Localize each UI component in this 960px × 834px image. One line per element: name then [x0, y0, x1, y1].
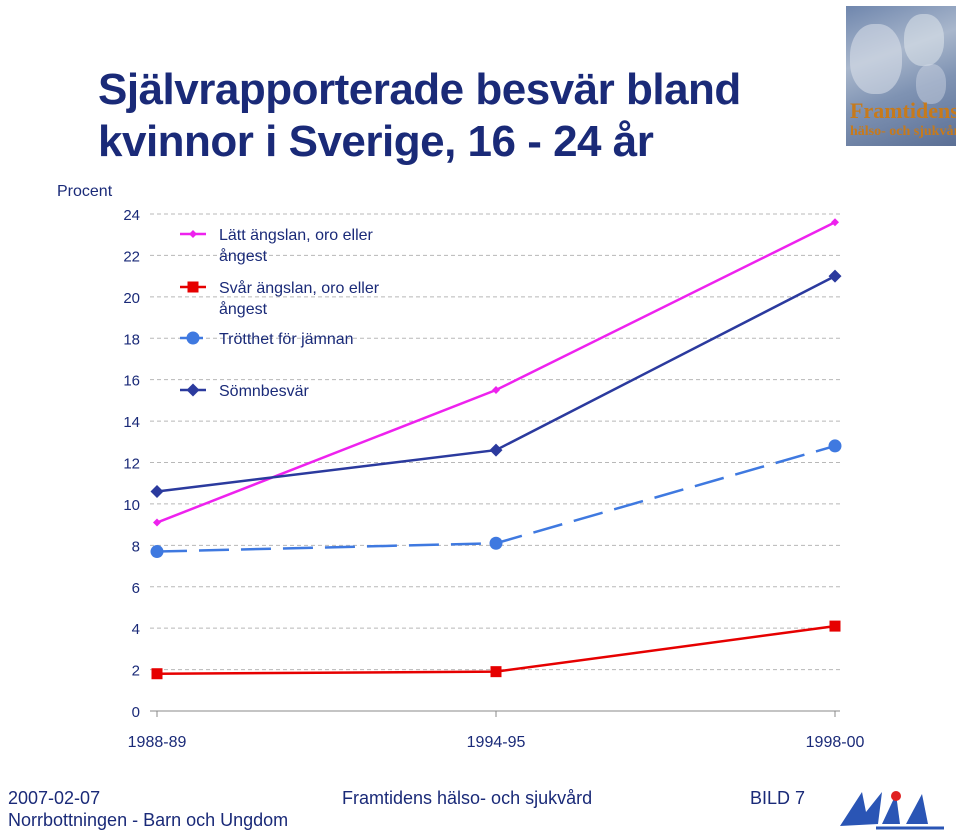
y-tick-label: 20	[123, 290, 140, 307]
title-line-1: Självrapporterade besvär bland	[98, 65, 741, 114]
data-point	[492, 386, 500, 395]
framtidens-logo-image: Framtidens hälso- och sjukvård	[846, 6, 956, 146]
footer-center: Framtidens hälso- och sjukvård	[342, 788, 593, 808]
y-tick-label: 4	[132, 621, 140, 638]
y-tick-label: 16	[123, 373, 140, 390]
data-point	[828, 439, 842, 453]
y-tick-label: 18	[123, 331, 140, 348]
x-tick-label: 1988-89	[128, 734, 187, 751]
series-group	[150, 269, 842, 498]
series-line	[156, 221, 836, 524]
y-tick-label: 12	[123, 456, 140, 473]
series-group	[150, 439, 842, 559]
legend-swatch-marker	[189, 230, 197, 238]
legend-label: ångest	[219, 247, 268, 265]
y-axis-label: Procent	[57, 183, 113, 200]
data-point	[150, 484, 164, 498]
legend-label: Trötthet för jämnan	[219, 331, 354, 348]
x-axis-ticks: 1988-89 1994-95 1998-00	[128, 711, 865, 751]
data-point	[490, 666, 502, 678]
data-point	[831, 218, 839, 227]
photo-face-shape	[850, 24, 902, 94]
nll-logo-icon	[840, 791, 944, 830]
footer-slide-number: BILD 7	[750, 788, 806, 808]
photo-face-shape	[916, 64, 946, 104]
y-tick-label: 24	[123, 207, 140, 224]
nll-logo-dot	[891, 791, 901, 801]
nll-logo-swoosh	[906, 794, 928, 824]
data-point	[829, 620, 841, 632]
data-point	[150, 545, 164, 559]
data-point	[153, 518, 161, 527]
data-point	[828, 269, 842, 283]
logo-brand-subtitle: hälso- och sjukvård	[850, 124, 956, 139]
photo-face-shape	[904, 14, 944, 66]
legend-label: Svår ängslan, oro eller	[219, 279, 380, 297]
data-point	[489, 443, 503, 457]
legend-swatch-marker	[186, 331, 200, 345]
data-point	[489, 536, 503, 550]
y-tick-label: 22	[123, 248, 140, 265]
legend-label: ångest	[219, 300, 268, 318]
slide-title: Självrapporterade besvär bland kvinnor i…	[98, 64, 741, 168]
y-tick-label: 8	[132, 538, 140, 555]
y-tick-label: 14	[123, 414, 140, 431]
y-tick-label: 2	[132, 663, 140, 680]
legend-swatch-marker	[186, 383, 200, 397]
legend-label: Lätt ängslan, oro eller	[219, 227, 374, 244]
legend-swatch-marker	[187, 281, 199, 293]
legend-label: Sömnbesvär	[219, 383, 309, 400]
x-tick-label: 1994-95	[467, 734, 526, 751]
data-point	[151, 668, 163, 680]
nll-logo-swoosh	[840, 792, 882, 826]
y-tick-label: 6	[132, 580, 140, 597]
logo-brand-name: Framtidens	[850, 98, 956, 123]
title-line-2: kvinnor i Sverige, 16 - 24 år	[98, 117, 654, 166]
series-line	[156, 444, 836, 553]
x-tick-label: 1998-00	[806, 734, 865, 751]
series-group	[151, 620, 841, 680]
footer-org: Norrbottningen - Barn och Ungdom	[8, 810, 289, 830]
nll-logo-swoosh	[882, 794, 900, 824]
series-lines	[150, 218, 842, 680]
y-tick-label: 0	[132, 704, 140, 721]
footer-date: 2007-02-07	[8, 788, 101, 808]
legend: Lätt ängslan, oro eller ångest Svår ängsla…	[180, 227, 380, 400]
y-tick-label: 10	[123, 497, 140, 514]
